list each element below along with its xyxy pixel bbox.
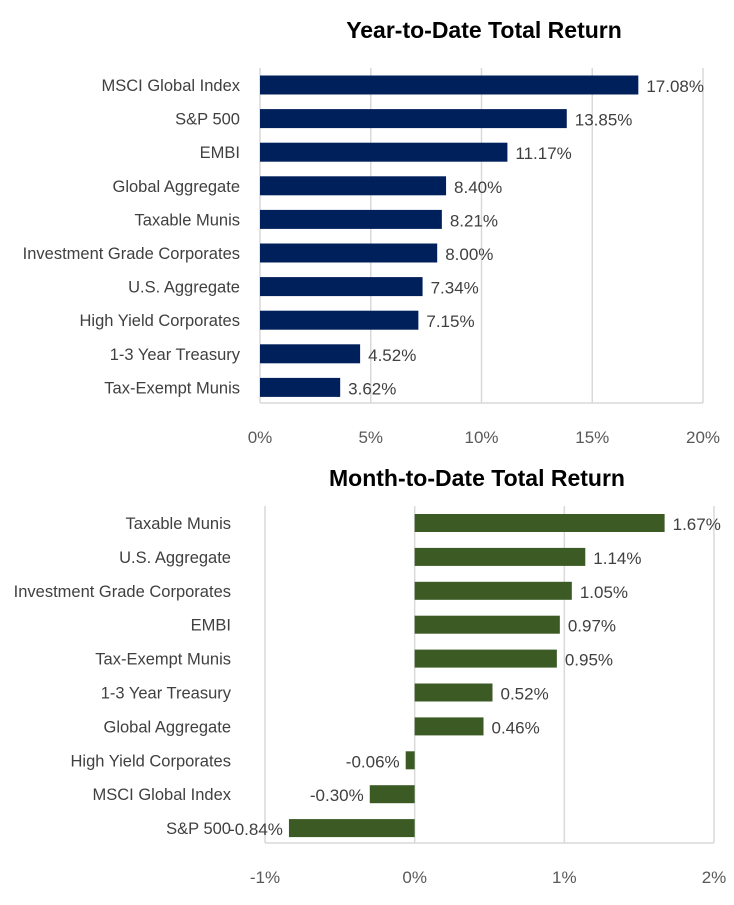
category-label: Taxable Munis: [135, 211, 240, 229]
data-label: -0.30%: [310, 786, 364, 805]
x-tick-label: 0%: [248, 428, 273, 447]
category-label: Global Aggregate: [112, 178, 240, 196]
data-label: -0.06%: [346, 752, 400, 771]
x-tick-label: 1%: [552, 868, 577, 887]
x-tick-label: 10%: [464, 428, 498, 447]
bar: [260, 243, 438, 263]
category-label: MSCI Global Index: [93, 786, 232, 804]
bar: [405, 751, 415, 770]
mtd-chart: -1% 0% 1% 2% Taxable Munis 1.67% U.S. Aggregat…: [14, 506, 727, 887]
data-label: 17.08%: [646, 77, 704, 96]
category-label: Taxable Munis: [126, 515, 231, 533]
bar: [260, 377, 341, 397]
category-label: Global Aggregate: [103, 718, 231, 736]
category-label: 1-3 Year Treasury: [110, 346, 241, 364]
bar: [369, 785, 415, 804]
data-label: 0.97%: [568, 617, 616, 636]
x-tick-label: -1%: [250, 868, 280, 887]
bar: [414, 514, 665, 532]
category-label: U.S. Aggregate: [128, 279, 240, 297]
bar: [260, 344, 361, 364]
x-tick-label: 2%: [702, 868, 727, 887]
x-tick-label: 20%: [686, 428, 720, 447]
bar: [260, 176, 447, 196]
ytd-chart-title: Year-to-Date Total Return: [346, 17, 622, 43]
category-label: High Yield Corporates: [79, 312, 240, 330]
category-label: Investment Grade Corporates: [14, 583, 231, 601]
mtd-chart-title: Month-to-Date Total Return: [329, 465, 625, 491]
category-label: U.S. Aggregate: [119, 549, 231, 567]
x-tick-label: 15%: [575, 428, 609, 447]
bar: [260, 277, 423, 297]
data-label: 8.00%: [445, 245, 493, 264]
bar: [260, 109, 567, 129]
data-label: 0.95%: [565, 651, 613, 670]
data-label: 0.46%: [492, 718, 540, 737]
bar: [414, 649, 557, 668]
data-label: 8.21%: [450, 211, 498, 230]
category-label: 1-3 Year Treasury: [101, 685, 232, 703]
category-label: EMBI: [200, 144, 240, 162]
category-label: S&P 500: [166, 820, 231, 838]
data-label: 1.67%: [673, 515, 721, 534]
data-label: 1.05%: [580, 583, 628, 602]
bar: [288, 819, 415, 838]
data-label: -0.84%: [229, 820, 283, 839]
category-label: Tax-Exempt Munis: [104, 379, 240, 397]
bar: [414, 547, 586, 566]
category-label: MSCI Global Index: [102, 77, 241, 95]
data-label: 8.40%: [454, 178, 502, 197]
bar: [260, 142, 508, 162]
x-tick-label: 0%: [402, 868, 427, 887]
bar: [414, 717, 484, 736]
x-tick-label: 5%: [358, 428, 383, 447]
category-label: Investment Grade Corporates: [23, 245, 240, 263]
bar: [414, 683, 493, 702]
category-label: S&P 500: [175, 111, 240, 129]
category-label: Tax-Exempt Munis: [95, 651, 231, 669]
data-label: 13.85%: [575, 111, 633, 130]
bar: [414, 581, 572, 600]
data-label: 3.62%: [348, 379, 396, 398]
bar: [260, 310, 419, 330]
ytd-chart: 0% 5% 10% 15% 20% MSCI Global Index 17.08% S&P …: [23, 68, 720, 447]
bar: [414, 615, 560, 634]
data-label: 1.14%: [593, 549, 641, 568]
bar: [260, 209, 442, 229]
category-label: High Yield Corporates: [70, 752, 231, 770]
data-label: 4.52%: [368, 346, 416, 365]
data-label: 7.34%: [431, 279, 479, 298]
bar: [260, 75, 639, 95]
data-label: 11.17%: [515, 144, 571, 163]
data-label: 0.52%: [500, 685, 548, 704]
data-label: 7.15%: [426, 312, 474, 331]
category-label: EMBI: [191, 617, 231, 635]
